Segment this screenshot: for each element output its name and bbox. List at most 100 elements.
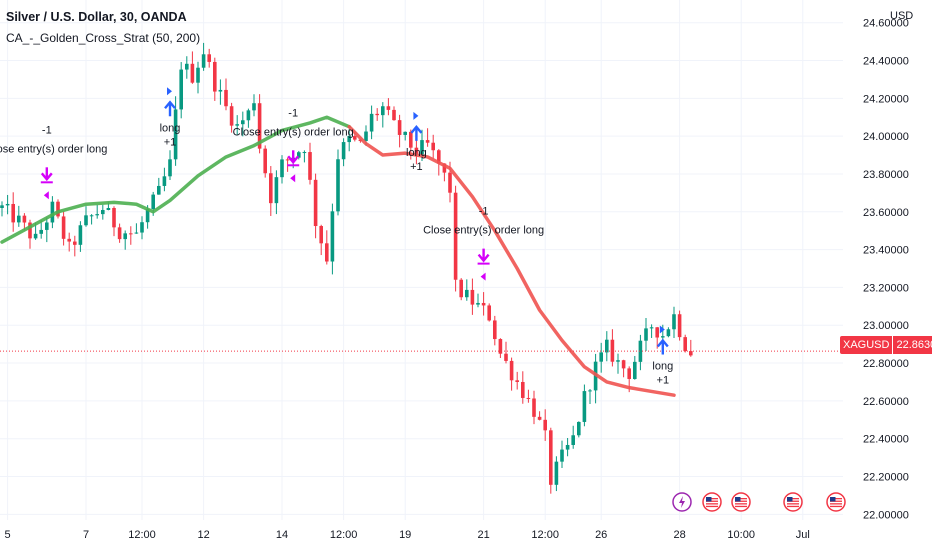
candle-body	[22, 215, 27, 223]
candle	[683, 334, 687, 353]
us-flag-icon[interactable]	[702, 492, 722, 512]
y-tick-label: 22.80000	[863, 358, 909, 370]
candle	[201, 42, 206, 71]
lightning-icon[interactable]	[672, 492, 692, 512]
candle-body	[33, 233, 38, 239]
close-long-signal: -1 Close entry(s) order long	[0, 124, 107, 200]
candle	[582, 384, 587, 427]
candle-body	[347, 136, 351, 143]
candle	[392, 106, 396, 121]
candle	[526, 389, 531, 403]
candle-body	[252, 103, 256, 111]
candle	[649, 324, 654, 338]
strategy-signals: -1 Close entry(s) order long long +1 -1 Close…	[0, 87, 673, 387]
candle-body	[414, 147, 419, 155]
us-flag-icon[interactable]	[783, 492, 803, 512]
x-tick-label: Jul	[796, 529, 810, 541]
candle-body	[84, 215, 88, 226]
candle-body	[521, 381, 525, 398]
candle	[565, 437, 570, 457]
candle	[560, 440, 564, 468]
candle-body	[633, 361, 637, 379]
candle-body	[599, 352, 603, 362]
candle-body	[201, 54, 206, 68]
candle	[67, 232, 71, 252]
x-tick-label: 10:00	[727, 529, 755, 541]
candle	[297, 150, 301, 160]
exit-marker-icon	[290, 174, 296, 183]
candle-body	[470, 289, 475, 305]
candle	[84, 206, 88, 227]
x-tick-label: 12:00	[330, 529, 358, 541]
indicator-legend[interactable]: CA_-_Golden_Cross_Strat (50, 200)	[6, 31, 201, 45]
candle-body	[621, 360, 626, 369]
candle-body	[638, 340, 643, 362]
x-tick-label: 12:00	[128, 529, 156, 541]
candle-body	[224, 89, 228, 107]
entry-marker-icon	[167, 87, 172, 96]
candle-body	[123, 233, 127, 240]
candle	[677, 310, 682, 341]
candle	[73, 235, 77, 257]
us-flag-icon[interactable]	[731, 492, 751, 512]
candle	[605, 331, 609, 362]
candle-body	[89, 215, 94, 217]
y-tick-label: 23.20000	[863, 282, 909, 294]
y-tick-label: 22.00000	[863, 509, 909, 521]
symbol-label: XAGUSD	[840, 336, 893, 354]
candle-body	[532, 398, 536, 417]
candle-body	[308, 152, 312, 180]
candle	[498, 338, 503, 359]
candle-body	[588, 390, 592, 392]
candle	[588, 389, 592, 405]
signal-label: long	[160, 122, 181, 134]
exit-marker-icon	[480, 272, 486, 281]
candle	[493, 315, 497, 346]
candle	[397, 114, 402, 148]
candle	[213, 57, 217, 101]
arrow-down-head-icon	[477, 253, 490, 263]
chart-title: Silver / U.S. Dollar, 30, OANDA	[6, 10, 187, 24]
candle	[39, 220, 43, 239]
candle	[140, 216, 144, 240]
signal-qty: +1	[410, 161, 423, 173]
candle-body	[274, 177, 279, 204]
arrow-up-head-icon	[164, 100, 176, 110]
us-flag-icon[interactable]	[826, 492, 846, 512]
candle-body	[476, 302, 480, 305]
candle	[381, 102, 385, 128]
x-tick-label: 21	[477, 529, 489, 541]
currency-label[interactable]: USD	[890, 10, 914, 22]
candle-body	[448, 172, 452, 193]
candle-body	[537, 416, 542, 420]
candle-body	[61, 216, 66, 239]
candle-body	[157, 185, 161, 195]
economic-events	[672, 492, 846, 512]
candle-body	[45, 222, 49, 230]
candle-body	[369, 113, 374, 132]
candle-body	[627, 368, 631, 379]
candle	[554, 456, 559, 492]
candle-body	[364, 131, 368, 142]
candle-body	[134, 232, 139, 234]
arrow-down-head-icon	[287, 155, 300, 165]
candle	[459, 278, 463, 301]
candle-body	[185, 63, 189, 70]
candle-body	[196, 67, 200, 83]
candle	[78, 221, 83, 252]
grid	[0, 0, 843, 520]
x-tick-label: 7	[83, 529, 89, 541]
candle	[521, 371, 525, 404]
candle	[386, 98, 391, 116]
candle-body	[28, 222, 32, 239]
x-tick-label: 19	[399, 529, 411, 541]
candle-body	[560, 449, 564, 462]
candle-body	[0, 205, 4, 208]
candle	[22, 213, 27, 231]
candle	[369, 105, 374, 140]
y-tick-label: 24.20000	[863, 93, 909, 105]
candle-body	[577, 421, 581, 436]
candle-body	[386, 106, 391, 110]
candle	[95, 204, 99, 219]
